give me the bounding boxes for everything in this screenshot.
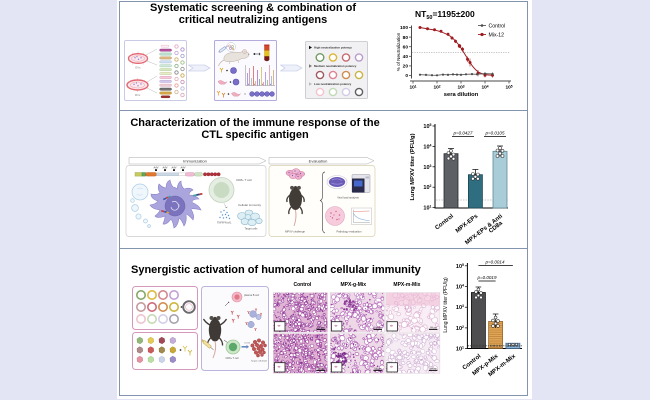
svg-text:NT50=1195±200: NT50=1195±200: [415, 9, 475, 21]
svg-text:MVs: MVs: [135, 93, 141, 97]
svg-text:GzmB: GzmB: [244, 343, 251, 345]
svg-text:101: 101: [423, 205, 431, 212]
svg-text:104: 104: [456, 284, 464, 291]
svg-text:20: 20: [403, 64, 409, 70]
svg-text:Pathology evaluation: Pathology evaluation: [337, 230, 362, 234]
svg-text:CD8+ T cell: CD8+ T cell: [225, 357, 238, 360]
svg-text:0: 0: [405, 73, 408, 79]
svg-text:100 µm: 100 µm: [430, 327, 437, 329]
svg-text:Mix-12: Mix-12: [489, 33, 505, 39]
svg-text:=: =: [244, 93, 246, 97]
svg-text:MPXV challenge: MPXV challenge: [285, 230, 305, 234]
svg-text:Cellular immunity: Cellular immunity: [238, 203, 262, 207]
svg-text:Control: Control: [489, 24, 506, 30]
svg-text:102: 102: [456, 325, 464, 332]
svg-text:p=0.0014: p=0.0014: [485, 260, 505, 265]
svg-text:AAV: AAV: [163, 166, 168, 170]
svg-text:60: 60: [403, 44, 409, 50]
svg-text:103: 103: [456, 304, 464, 311]
svg-text:100 µm: 100 µm: [374, 327, 381, 329]
svg-text:102: 102: [433, 84, 440, 91]
svg-text:Control: Control: [434, 213, 455, 231]
svg-text:100 µm: 100 µm: [374, 368, 381, 370]
svg-text:MPX-m-Mix: MPX-m-Mix: [393, 282, 420, 288]
svg-text:Lung MPXV titer (PFU/g): Lung MPXV titer (PFU/g): [443, 277, 449, 333]
svg-text:40: 40: [403, 54, 409, 60]
svg-text:Viral load analysis: Viral load analysis: [337, 196, 359, 200]
svg-text:102: 102: [423, 184, 431, 191]
svg-text:100 µm: 100 µm: [317, 327, 324, 329]
svg-text:Immunization: Immunization: [183, 159, 207, 164]
svg-text:101: 101: [456, 346, 464, 353]
svg-text:103: 103: [423, 164, 431, 171]
svg-text:104: 104: [423, 143, 431, 150]
svg-text:Evaluation: Evaluation: [309, 159, 328, 164]
svg-text:AAV: AAV: [154, 166, 159, 170]
svg-text:104: 104: [481, 84, 488, 91]
svg-text:plasma B cell: plasma B cell: [244, 294, 259, 297]
svg-text:sera dilution: sera dilution: [444, 92, 479, 98]
svg-text:High neutralization potency: High neutralization potency: [314, 46, 352, 50]
svg-text:Medium neutralization potency: Medium neutralization potency: [314, 64, 357, 68]
svg-text:MPX-g-Mix: MPX-g-Mix: [341, 282, 367, 288]
svg-text:100 µm: 100 µm: [430, 368, 437, 370]
svg-text:CD8+ T cell: CD8+ T cell: [236, 178, 252, 182]
svg-text:105: 105: [456, 263, 464, 270]
svg-text:Control: Control: [294, 282, 312, 288]
svg-text:AAV: AAV: [181, 166, 186, 170]
svg-text:p=0.0427: p=0.0427: [453, 131, 473, 136]
svg-text:Lung MPXV titer (PFU/g): Lung MPXV titer (PFU/g): [410, 133, 416, 200]
svg-text:Low neutralization potency: Low neutralization potency: [314, 82, 352, 86]
svg-text:101: 101: [409, 84, 416, 91]
svg-text:100: 100: [400, 25, 408, 31]
svg-text:105: 105: [505, 84, 512, 91]
svg-text:% of Neutralization: % of Neutralization: [396, 32, 401, 71]
svg-text:p=0.0105: p=0.0105: [485, 131, 505, 136]
svg-text:105: 105: [423, 123, 431, 130]
svg-text:TNF/IFN-γ/IL: TNF/IFN-γ/IL: [217, 222, 232, 225]
svg-text:EVs: EVs: [135, 66, 141, 70]
svg-text:103: 103: [457, 84, 464, 91]
svg-text:Target cells: Target cells: [245, 228, 258, 231]
svg-text:p=0.0019: p=0.0019: [477, 275, 497, 280]
svg-text:Target cell death: Target cell death: [251, 360, 268, 363]
svg-text:AAV: AAV: [172, 166, 177, 170]
svg-text:100 µm: 100 µm: [317, 368, 324, 370]
svg-text:80: 80: [403, 35, 409, 41]
